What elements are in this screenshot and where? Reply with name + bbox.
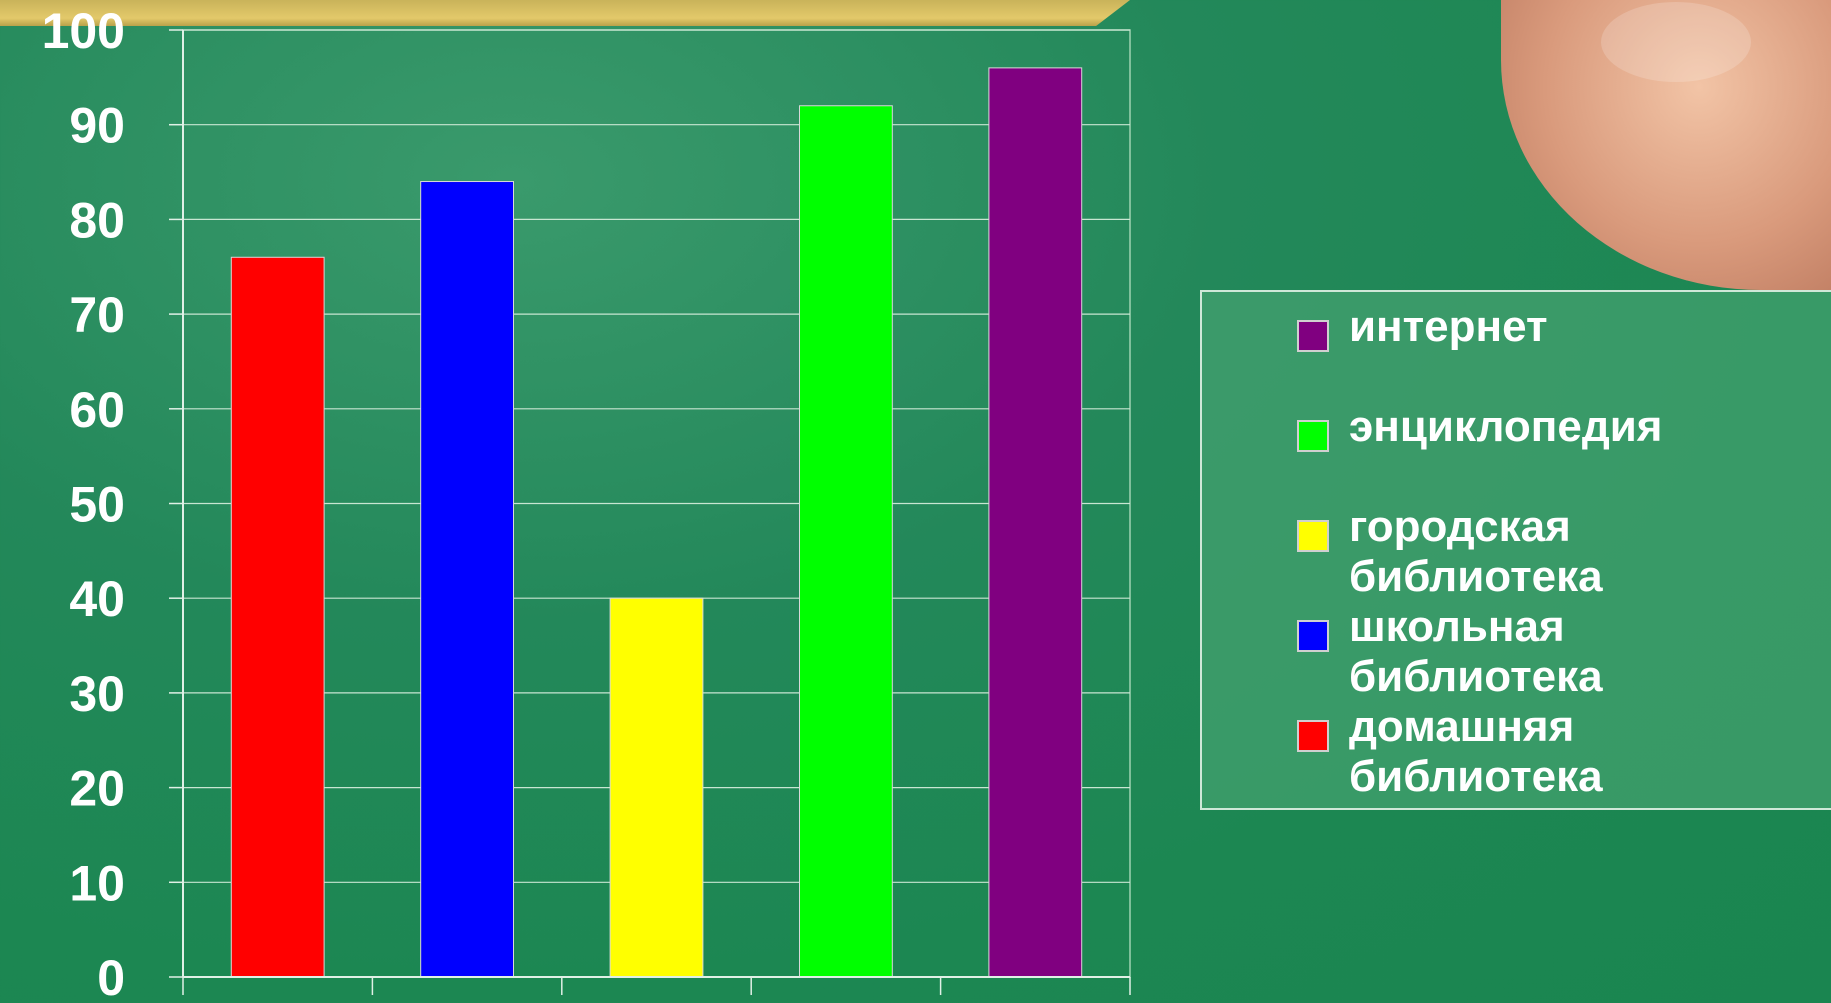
y-tick-label: 70: [69, 287, 125, 343]
bar-2: [420, 181, 515, 978]
legend-label: домашняя библиотека: [1349, 702, 1603, 801]
hand-highlight: [1601, 2, 1751, 82]
legend-swatch: [1297, 620, 1329, 652]
legend-swatch: [1297, 720, 1329, 752]
bar-3: [609, 597, 704, 978]
y-tick-label: 60: [69, 382, 125, 438]
y-tick-label: 40: [69, 571, 125, 627]
y-tick-label: 30: [69, 666, 125, 722]
legend-swatch: [1297, 520, 1329, 552]
bar-4: [798, 105, 893, 978]
y-tick-label: 0: [97, 950, 125, 1003]
y-tick-label: 10: [69, 855, 125, 911]
legend-label: энциклопедия: [1349, 402, 1663, 451]
decorative-banner: [0, 0, 1130, 26]
axes: [169, 29, 1131, 995]
bars: [230, 67, 1083, 978]
legend-label: интернет: [1349, 302, 1548, 351]
legend-label: городская библиотека: [1349, 502, 1603, 601]
chart-legend: интернет энциклопедия городская библиоте…: [1200, 290, 1831, 810]
y-tick-label: 100: [42, 3, 125, 59]
y-tick-label: 80: [69, 192, 125, 248]
bar-1: [230, 256, 325, 978]
legend-label: школьная библиотека: [1349, 602, 1603, 701]
bar-5: [988, 67, 1083, 978]
legend-swatch: [1297, 420, 1329, 452]
y-tick-label: 20: [69, 761, 125, 817]
y-tick-label: 50: [69, 477, 125, 533]
y-tick-labels: 0 10 20 30 40 50 60 70 80 90 100: [42, 3, 125, 1003]
y-tick-label: 90: [69, 98, 125, 154]
legend-swatch: [1297, 320, 1329, 352]
